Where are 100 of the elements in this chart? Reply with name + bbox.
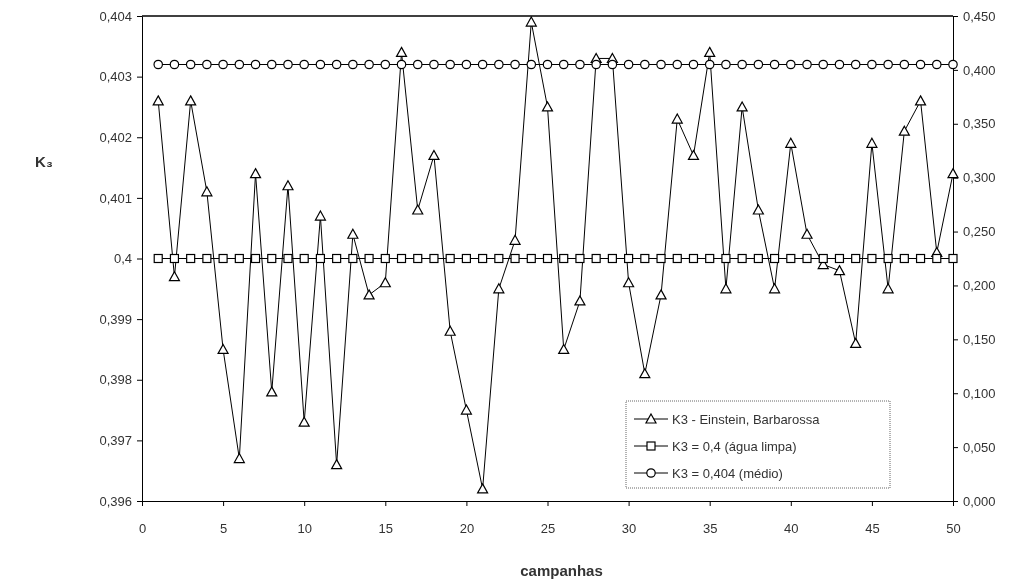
point (591, 59, 601, 70)
y2-tick-label: 0,250 (963, 224, 996, 240)
point (395, 46, 408, 57)
point (882, 283, 894, 294)
point (379, 277, 391, 288)
point (493, 283, 505, 294)
point (461, 253, 471, 264)
point (364, 59, 374, 70)
point (802, 253, 812, 264)
point (283, 253, 293, 264)
point (915, 59, 926, 70)
point (931, 59, 942, 70)
point (348, 253, 358, 264)
point (720, 283, 732, 294)
legend-label: K3 = 0,4 (água limpa) (672, 439, 797, 454)
point (850, 59, 861, 70)
point (785, 137, 797, 148)
y2-tick-label: 0,200 (963, 278, 996, 294)
point (753, 59, 764, 70)
point (494, 59, 504, 70)
point (899, 59, 910, 70)
point (525, 16, 537, 27)
point (185, 95, 197, 106)
point (380, 253, 390, 264)
point (769, 253, 780, 264)
point (185, 59, 196, 70)
y-tick-label: 0,404 (99, 8, 132, 24)
point (705, 253, 715, 264)
point (234, 59, 245, 70)
y2-tick-label: 0,450 (963, 8, 996, 24)
point (152, 95, 164, 106)
point (428, 149, 440, 161)
point (201, 186, 213, 197)
point (558, 343, 570, 355)
point (283, 59, 293, 70)
y2-tick-label: 0,050 (963, 439, 996, 455)
point (153, 253, 163, 264)
point (542, 253, 553, 264)
point (153, 59, 164, 70)
point (282, 180, 294, 191)
x-axis-title: campanhas (520, 562, 603, 579)
point (332, 253, 342, 264)
point (169, 253, 180, 264)
point (542, 59, 553, 70)
point (802, 59, 812, 70)
point (574, 295, 586, 306)
point (314, 210, 327, 221)
point (477, 59, 488, 70)
point (768, 283, 781, 294)
point (299, 59, 309, 70)
point (948, 59, 958, 70)
point (460, 404, 472, 415)
point (704, 59, 715, 70)
point (364, 253, 374, 264)
x-tick-label: 45 (865, 521, 880, 537)
point (267, 253, 277, 264)
point (866, 137, 878, 148)
y-tick-label: 0,4 (113, 251, 132, 267)
point (867, 253, 877, 264)
point (575, 59, 585, 70)
x-tick-label: 15 (378, 521, 394, 537)
point (947, 168, 959, 179)
point (461, 59, 472, 70)
point (899, 253, 909, 264)
x-tick-label: 35 (702, 521, 718, 537)
point (298, 416, 310, 427)
point (640, 59, 650, 70)
point (526, 59, 537, 70)
point (769, 59, 780, 70)
point (948, 253, 958, 264)
point (363, 289, 375, 300)
point (347, 228, 359, 239)
point (932, 253, 942, 264)
point (509, 234, 521, 245)
point (607, 59, 618, 70)
point (429, 253, 439, 264)
point (444, 325, 456, 336)
y-tick-label: 0,402 (99, 129, 132, 145)
y-tick-label: 0,399 (99, 311, 132, 327)
y-tick-label: 0,397 (99, 433, 132, 449)
point (396, 59, 407, 70)
point (202, 59, 212, 70)
point (250, 59, 261, 70)
point (607, 253, 617, 264)
point (786, 253, 796, 264)
point (867, 59, 877, 70)
point (348, 59, 358, 70)
legend-label: K3 - Einstein, Barbarossa (672, 412, 821, 427)
point (217, 343, 229, 355)
point (218, 59, 228, 70)
x-tick-label: 20 (459, 521, 475, 537)
point (315, 59, 326, 70)
point (656, 253, 666, 264)
point (558, 59, 569, 70)
point (412, 204, 424, 215)
point (234, 253, 244, 264)
point (655, 289, 667, 300)
point (202, 253, 212, 264)
y2-tick-label: 0,000 (963, 493, 996, 509)
point (850, 337, 862, 348)
